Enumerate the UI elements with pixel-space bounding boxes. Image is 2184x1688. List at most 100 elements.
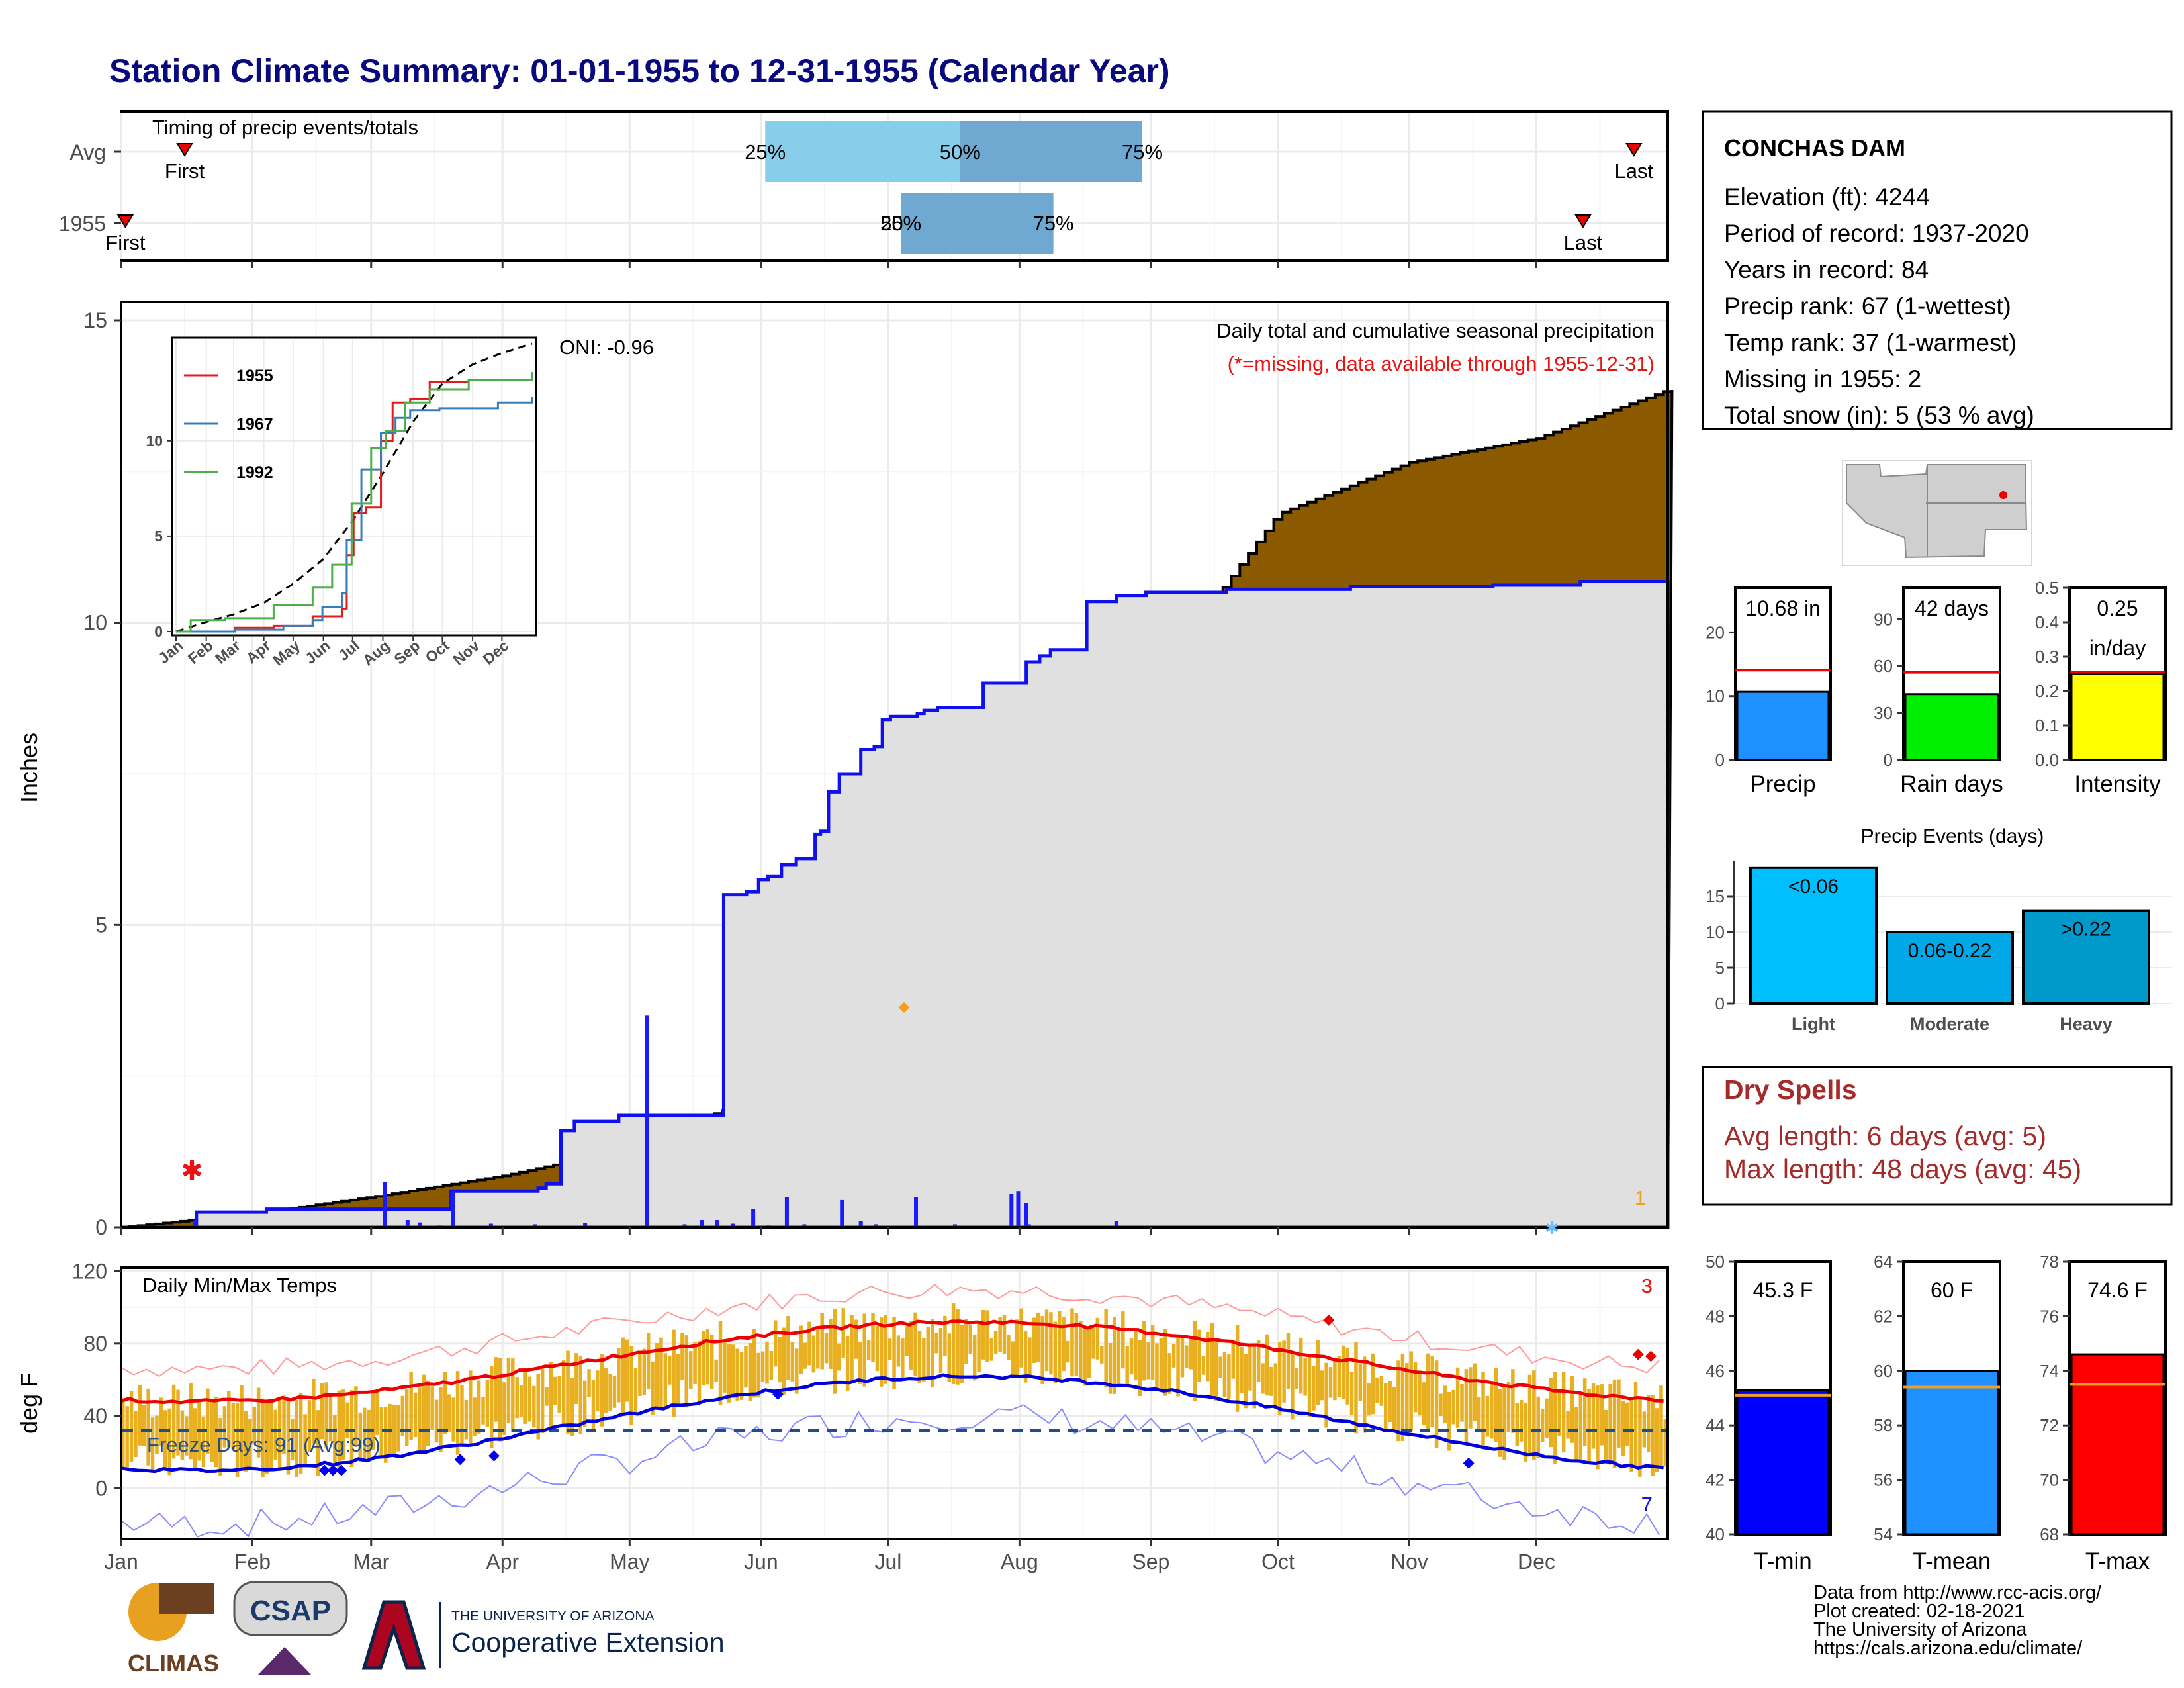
daily-temp-bar <box>642 1348 647 1395</box>
daily-temp-bar <box>913 1312 917 1376</box>
station-location-dot <box>1999 491 2007 499</box>
daily-temp-bar <box>1413 1362 1418 1413</box>
daily-temp-bar <box>553 1376 557 1405</box>
avg-max-line <box>120 1319 1664 1405</box>
daily-temp-bar <box>1405 1363 1409 1436</box>
temp-gauge-value-tmean: 60 F <box>1931 1278 1973 1302</box>
events-category-label: Light <box>1792 1014 1835 1034</box>
temp-y-tick-label: 40 <box>83 1404 107 1428</box>
daily-temp-bar <box>1566 1411 1570 1439</box>
temp-gauge-tick-label: 56 <box>1874 1470 1893 1490</box>
daily-precip-bar <box>1026 1224 1031 1227</box>
daily-temp-bar <box>1638 1399 1642 1477</box>
gauge-bar-rain_days <box>1904 693 1999 761</box>
daily-temp-bar <box>1345 1348 1349 1405</box>
daily-precip-bar <box>858 1221 863 1227</box>
daily-temp-bar <box>159 1397 163 1446</box>
daily-temp-bar <box>1129 1338 1134 1375</box>
daily-temp-bar <box>511 1358 515 1433</box>
daily-temp-bar <box>1354 1342 1358 1434</box>
daily-temp-bar <box>1176 1337 1180 1397</box>
precip-corner-count: 1 <box>1635 1186 1646 1209</box>
daily-temp-bar <box>129 1391 134 1462</box>
events-tick-label: 10 <box>1706 922 1725 942</box>
events-category-label: Moderate <box>1910 1014 1989 1034</box>
timing-box-upper <box>901 193 1054 254</box>
daily-temp-bar <box>265 1401 269 1474</box>
daily-temp-bar <box>1418 1370 1422 1416</box>
daily-temp-bar <box>1608 1383 1612 1465</box>
month-tick-label: Jan <box>104 1550 138 1573</box>
daily-temp-bar <box>1570 1376 1574 1443</box>
daily-temp-bar <box>1527 1374 1532 1456</box>
timing-p25-label: 25% <box>745 140 786 164</box>
daily-temp-bar <box>1244 1354 1248 1409</box>
daily-temp-bar <box>1083 1328 1087 1386</box>
daily-precip-bar <box>952 1224 957 1227</box>
gauge-tick-label: 30 <box>1874 703 1893 723</box>
events-bar-light <box>1749 866 1878 1006</box>
daily-temp-bar <box>1629 1397 1633 1472</box>
daily-precip-bar <box>451 1191 455 1227</box>
events-title: Precip Events (days) <box>1861 825 2044 847</box>
footer-line-data: Data from http://www.rcc-acis.org/ <box>1813 1582 2102 1603</box>
daily-temp-bar <box>328 1393 333 1442</box>
month-tick-label: Aug <box>1001 1550 1038 1573</box>
daily-temp-bar <box>1261 1363 1265 1394</box>
station-line-period: Period of record: 1937-2020 <box>1724 220 2029 247</box>
daily-temp-bar <box>1277 1342 1282 1416</box>
daily-temp-bar <box>1316 1340 1320 1405</box>
daily-temp-bar <box>1591 1383 1596 1449</box>
daily-temp-bar <box>850 1315 854 1383</box>
events-bar-moderate <box>1886 931 2014 1005</box>
daily-temp-bar <box>502 1382 506 1435</box>
daily-temp-bar <box>1163 1329 1167 1396</box>
daily-temp-bar <box>1185 1345 1189 1369</box>
climas-logo: CLIMAS <box>128 1583 219 1677</box>
daily-temp-bar <box>951 1303 956 1385</box>
daily-temp-bar <box>1312 1366 1316 1411</box>
daily-temp-bar <box>506 1357 511 1424</box>
daily-temp-bar <box>1371 1353 1375 1415</box>
daily-temp-bar <box>171 1384 176 1459</box>
daily-temp-bar <box>803 1342 807 1369</box>
daily-temp-bar <box>1604 1409 1608 1460</box>
freeze-days-text: Freeze Days: 91 (Avg:99) <box>147 1433 381 1456</box>
daily-temp-bar <box>1379 1376 1384 1406</box>
daily-temp-bar <box>947 1333 952 1382</box>
daily-temp-bar <box>629 1346 633 1425</box>
timing-box-lower <box>765 121 960 182</box>
temp-record-marker <box>454 1454 466 1466</box>
timing-first-label: First <box>105 231 146 254</box>
timing-p50-label: 50% <box>880 212 921 235</box>
daily-temp-bar <box>1002 1315 1007 1354</box>
daily-temp-bar <box>1524 1402 1527 1462</box>
daily-temp-bar <box>880 1317 884 1387</box>
snow-marker: ✱ <box>1545 1218 1559 1238</box>
daily-temp-bar <box>739 1352 744 1400</box>
temp-record-marker <box>1632 1348 1644 1360</box>
daily-temp-bar <box>1273 1363 1278 1410</box>
daily-temp-bar <box>769 1350 774 1380</box>
year-cumulative-area <box>121 580 1670 1229</box>
locator-map <box>1842 460 2032 566</box>
daily-precip-bar <box>731 1223 735 1227</box>
daily-temp-bar <box>1515 1403 1520 1446</box>
daily-temp-bar <box>638 1352 642 1396</box>
daily-temp-bar <box>341 1389 345 1460</box>
daily-temp-bar <box>1464 1369 1469 1445</box>
month-tick-label: Nov <box>1390 1550 1428 1573</box>
temp-y-tick-label: 0 <box>95 1476 107 1500</box>
temp-record-marker <box>1323 1314 1335 1326</box>
temp-gauge-bar-tmax <box>2070 1353 2165 1536</box>
timing-last-marker <box>1574 214 1592 228</box>
daily-temp-bar <box>799 1325 803 1374</box>
gauge-tick-label: 0 <box>1884 750 1893 770</box>
temp-gauge-tick-label: 40 <box>1706 1524 1725 1544</box>
daily-temp-bar <box>659 1337 663 1407</box>
daily-temp-bar <box>1058 1311 1062 1380</box>
daily-temp-bar <box>680 1333 684 1380</box>
daily-temp-bar <box>1455 1367 1460 1428</box>
daily-temp-bar <box>1295 1368 1299 1389</box>
